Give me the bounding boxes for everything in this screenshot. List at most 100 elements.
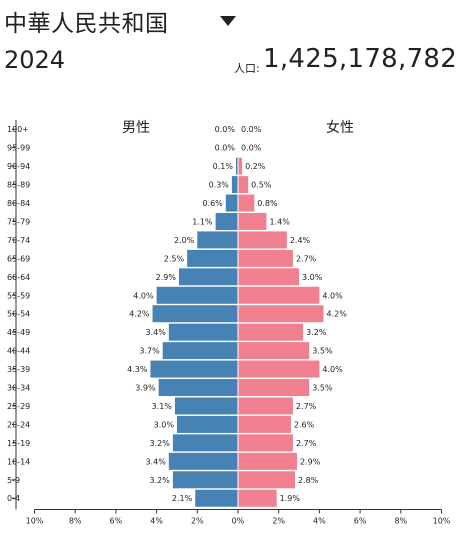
bar-male (178, 268, 238, 286)
bar-female (238, 360, 320, 378)
data-label-male: 0.1% (213, 162, 234, 171)
data-label-female: 2.8% (298, 476, 319, 485)
bar-male (172, 471, 238, 489)
y-tick-label: 75-79 (7, 217, 30, 226)
y-tick-label: 85-89 (7, 181, 30, 190)
bar-female (238, 231, 287, 249)
bar-male (174, 397, 238, 415)
y-tick-label: 40-44 (7, 347, 30, 356)
bar-male (176, 415, 238, 433)
data-label-female: 2.6% (294, 420, 315, 429)
bar-male (215, 212, 238, 230)
bar-male (235, 157, 238, 175)
y-tick-label: 65-69 (7, 254, 30, 263)
year-label: 2024 (4, 46, 66, 74)
data-label-female: 0.0% (241, 125, 262, 134)
data-label-male: 2.0% (174, 236, 195, 245)
x-tick-label: 8% (69, 516, 82, 525)
bar-male (150, 360, 238, 378)
bar-male (168, 452, 238, 470)
data-label-female: 2.7% (296, 439, 317, 448)
data-label-male: 3.2% (150, 476, 171, 485)
legend-female: 女性 (326, 119, 354, 136)
data-label-male: 1.1% (192, 217, 213, 226)
header: 中華人民共和国 2024 人口: 1,425,178,782 (0, 0, 467, 90)
y-tick-label: 95-99 (7, 144, 30, 153)
bar-female (238, 489, 277, 507)
data-label-female: 2.7% (296, 402, 317, 411)
y-tick-label: 0-4 (7, 494, 20, 503)
data-label-male: 3.9% (135, 384, 156, 393)
data-label-male: 0.0% (215, 125, 236, 134)
data-label-male: 0.6% (202, 199, 223, 208)
data-label-female: 3.5% (312, 347, 333, 356)
bar-female (238, 176, 249, 194)
bar-female (238, 397, 293, 415)
bar-female (238, 286, 320, 304)
bar-female (238, 342, 310, 360)
axis-layer: 100+ 95-99 90-94 85-89 80-84 75-79 70-74 65-69 6… (7, 120, 451, 525)
y-tick-label: 80-84 (7, 199, 30, 208)
y-tick-label: 100+ (7, 125, 29, 134)
data-label-male: 2.9% (156, 273, 177, 282)
data-label-male: 0.0% (215, 144, 236, 153)
y-tick-label: 55-59 (7, 291, 30, 300)
y-tick-label: 10-14 (7, 457, 30, 466)
y-tick-label: 5-9 (7, 476, 20, 485)
country-dropdown-icon[interactable] (220, 16, 236, 26)
data-label-female: 2.9% (300, 457, 321, 466)
y-tick-label: 60-64 (7, 273, 30, 282)
data-label-female: 0.0% (241, 144, 262, 153)
bar-female (238, 157, 243, 175)
data-label-male: 3.4% (145, 328, 166, 337)
data-label-female: 1.4% (269, 217, 290, 226)
bar-male (195, 489, 238, 507)
data-label-male: 4.3% (127, 365, 148, 374)
data-label-female: 0.2% (245, 162, 266, 171)
y-tick-label: 90-94 (7, 162, 30, 171)
bar-female (238, 434, 293, 452)
x-tick-label: 4% (150, 516, 163, 525)
data-label-female: 3.2% (306, 328, 327, 337)
legend-male: 男性 (122, 120, 150, 136)
bar-male (156, 286, 238, 304)
x-tick-label: 6% (110, 516, 123, 525)
bar-male (168, 323, 238, 341)
bar-male (162, 342, 238, 360)
y-tick-label: 20-24 (7, 420, 30, 429)
data-label-female: 0.5% (251, 181, 272, 190)
data-label-female: 2.4% (290, 236, 311, 245)
data-label-male: 0.3% (209, 181, 230, 190)
population-value: 1,425,178,782 (263, 44, 458, 74)
data-label-male: 3.4% (145, 457, 166, 466)
bar-male (231, 176, 238, 194)
bar-female (238, 471, 295, 489)
x-tick-label: 8% (394, 516, 407, 525)
bar-female (238, 268, 300, 286)
x-tick-label: 4% (313, 516, 326, 525)
bar-female (238, 305, 324, 323)
bar-female (238, 379, 310, 397)
data-label-female: 2.7% (296, 254, 317, 263)
bar-male (158, 379, 238, 397)
data-label-female: 4.0% (322, 365, 343, 374)
bar-male (187, 249, 238, 267)
bar-female (238, 249, 293, 267)
bar-male (225, 194, 238, 212)
data-label-male: 3.1% (152, 402, 173, 411)
labels-layer: 男性 女性 0.0% 0.0% 0.0% 0.0% 0.1% 0.2% 0.3% 0.5% 0.6%… (122, 119, 354, 503)
data-label-female: 3.0% (302, 273, 323, 282)
x-tick-label: 2% (191, 516, 204, 525)
data-label-female: 1.9% (280, 494, 301, 503)
bar-female (238, 323, 304, 341)
bar-female (238, 194, 255, 212)
bar-female (238, 452, 298, 470)
data-label-male: 2.1% (172, 494, 193, 503)
bar-female (238, 212, 267, 230)
x-tick-label: 6% (354, 516, 367, 525)
y-tick-label: 50-54 (7, 310, 30, 319)
bar-female (238, 415, 291, 433)
data-label-female: 3.5% (312, 384, 333, 393)
population-label: 人口: (234, 62, 260, 75)
y-tick-label: 15-19 (7, 439, 30, 448)
